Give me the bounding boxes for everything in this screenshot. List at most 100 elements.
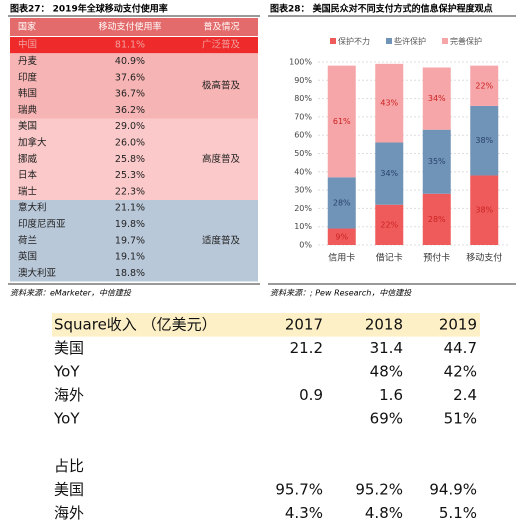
value-label: 22% bbox=[475, 81, 493, 90]
cell: 51% bbox=[444, 410, 477, 428]
header-cell: 2019 bbox=[439, 315, 477, 333]
rate: 21.1% bbox=[115, 203, 145, 214]
cell: 0.9 bbox=[299, 386, 323, 404]
header-cell: Square收入 （亿美元） bbox=[54, 315, 217, 333]
bar bbox=[327, 228, 356, 245]
value-label: 34% bbox=[428, 94, 446, 103]
cell: 95.2% bbox=[355, 481, 403, 499]
y-tick-label: 10% bbox=[294, 222, 312, 231]
value-label: 61% bbox=[333, 117, 351, 126]
rate: 22.3% bbox=[115, 186, 145, 197]
y-tick-label: 80% bbox=[294, 94, 312, 103]
group-label: 广泛普及 bbox=[202, 39, 241, 51]
cell: 69% bbox=[370, 410, 403, 428]
bar bbox=[327, 177, 356, 229]
x-tick-label: 信用卡 bbox=[328, 252, 355, 264]
row-label: YoY bbox=[53, 363, 80, 381]
x-tick-label: 预付卡 bbox=[423, 252, 450, 264]
row-label: 海外 bbox=[54, 386, 84, 404]
header-cell: 2017 bbox=[285, 315, 323, 333]
cell: 48% bbox=[370, 363, 403, 381]
country: 英国 bbox=[18, 251, 37, 263]
x-tick-label: 借记卡 bbox=[376, 252, 403, 264]
bar bbox=[375, 142, 404, 205]
rate: 18.8% bbox=[115, 268, 145, 279]
legend-swatch bbox=[442, 38, 448, 44]
fig27-title: 图表27： 2019年全球移动支付使用率 bbox=[10, 3, 168, 15]
country: 印度尼西亚 bbox=[18, 218, 66, 230]
cell: 4.8% bbox=[365, 504, 403, 522]
bar bbox=[470, 175, 499, 245]
header-cell: 2018 bbox=[365, 315, 403, 333]
value-label: 22% bbox=[380, 220, 398, 229]
cell: 5.1% bbox=[439, 504, 477, 522]
rate: 40.9% bbox=[115, 56, 145, 67]
country: 瑞士 bbox=[18, 185, 38, 197]
y-tick-label: 50% bbox=[294, 149, 312, 158]
bar bbox=[470, 65, 499, 106]
fig28-source: 资料来源：; Pew Research，中信建投 bbox=[270, 289, 412, 298]
y-tick-label: 100% bbox=[289, 58, 312, 67]
cell: 42% bbox=[444, 363, 477, 381]
rate: 29.0% bbox=[115, 121, 145, 132]
fig28-title: 图表28： 美国民众对不同支付方式的信息保护程度观点 bbox=[270, 3, 493, 15]
country: 韩国 bbox=[18, 88, 37, 100]
value-label: 38% bbox=[475, 206, 493, 215]
bar bbox=[375, 204, 404, 245]
y-tick-label: 60% bbox=[294, 131, 312, 140]
cell: 4.3% bbox=[285, 504, 323, 522]
country: 瑞典 bbox=[18, 104, 38, 116]
country: 印度 bbox=[18, 71, 38, 83]
cell: 95.7% bbox=[275, 481, 323, 499]
row-label: 美国 bbox=[54, 339, 84, 357]
cell: 21.2 bbox=[290, 339, 323, 357]
group-label: 极高普及 bbox=[202, 79, 241, 91]
cell: 94.9% bbox=[429, 481, 477, 499]
bar bbox=[422, 67, 451, 130]
row-label: 海外 bbox=[54, 504, 84, 522]
header-cell: 普及情况 bbox=[203, 21, 239, 33]
country: 挪威 bbox=[18, 153, 38, 165]
value-label: 43% bbox=[380, 99, 398, 108]
value-label: 9% bbox=[335, 232, 348, 241]
country: 日本 bbox=[18, 169, 38, 181]
country: 澳大利亚 bbox=[18, 267, 57, 279]
value-label: 38% bbox=[475, 136, 493, 145]
country: 丹麦 bbox=[18, 55, 38, 67]
cell: 44.7 bbox=[444, 339, 477, 357]
legend-label: 些许保护 bbox=[394, 36, 426, 46]
bar bbox=[422, 129, 451, 194]
y-tick-label: 0% bbox=[299, 241, 312, 250]
bar bbox=[327, 65, 356, 178]
rate: 25.8% bbox=[115, 154, 145, 165]
x-tick-label: 移动支付 bbox=[466, 252, 502, 264]
cell: 2.4 bbox=[453, 386, 477, 404]
rate: 19.7% bbox=[115, 235, 145, 246]
bar bbox=[470, 105, 499, 176]
y-tick-label: 20% bbox=[294, 204, 312, 213]
header-cell: 移动支付使用率 bbox=[98, 21, 161, 33]
country: 美国 bbox=[18, 120, 37, 132]
group-bg bbox=[10, 37, 258, 54]
rate: 81.1% bbox=[115, 40, 145, 51]
bar bbox=[375, 63, 404, 143]
rate: 26.0% bbox=[115, 137, 145, 148]
group-label: 高度普及 bbox=[202, 153, 241, 165]
row-label: 占比 bbox=[54, 457, 84, 475]
y-tick-label: 40% bbox=[294, 167, 312, 176]
value-label: 28% bbox=[333, 198, 351, 207]
legend-label: 完善保护 bbox=[450, 36, 482, 46]
value-label: 28% bbox=[428, 215, 446, 224]
group-bg bbox=[10, 53, 258, 119]
value-label: 35% bbox=[428, 157, 446, 166]
header-cell: 国家 bbox=[18, 21, 36, 33]
country: 中国 bbox=[18, 39, 37, 51]
group-label: 适度普及 bbox=[202, 234, 241, 246]
header-bg bbox=[10, 18, 258, 36]
cell: 1.6 bbox=[379, 386, 403, 404]
cell: 31.4 bbox=[370, 339, 403, 357]
group-bg bbox=[10, 118, 258, 200]
legend-swatch bbox=[386, 38, 392, 44]
rate: 19.8% bbox=[115, 219, 145, 230]
